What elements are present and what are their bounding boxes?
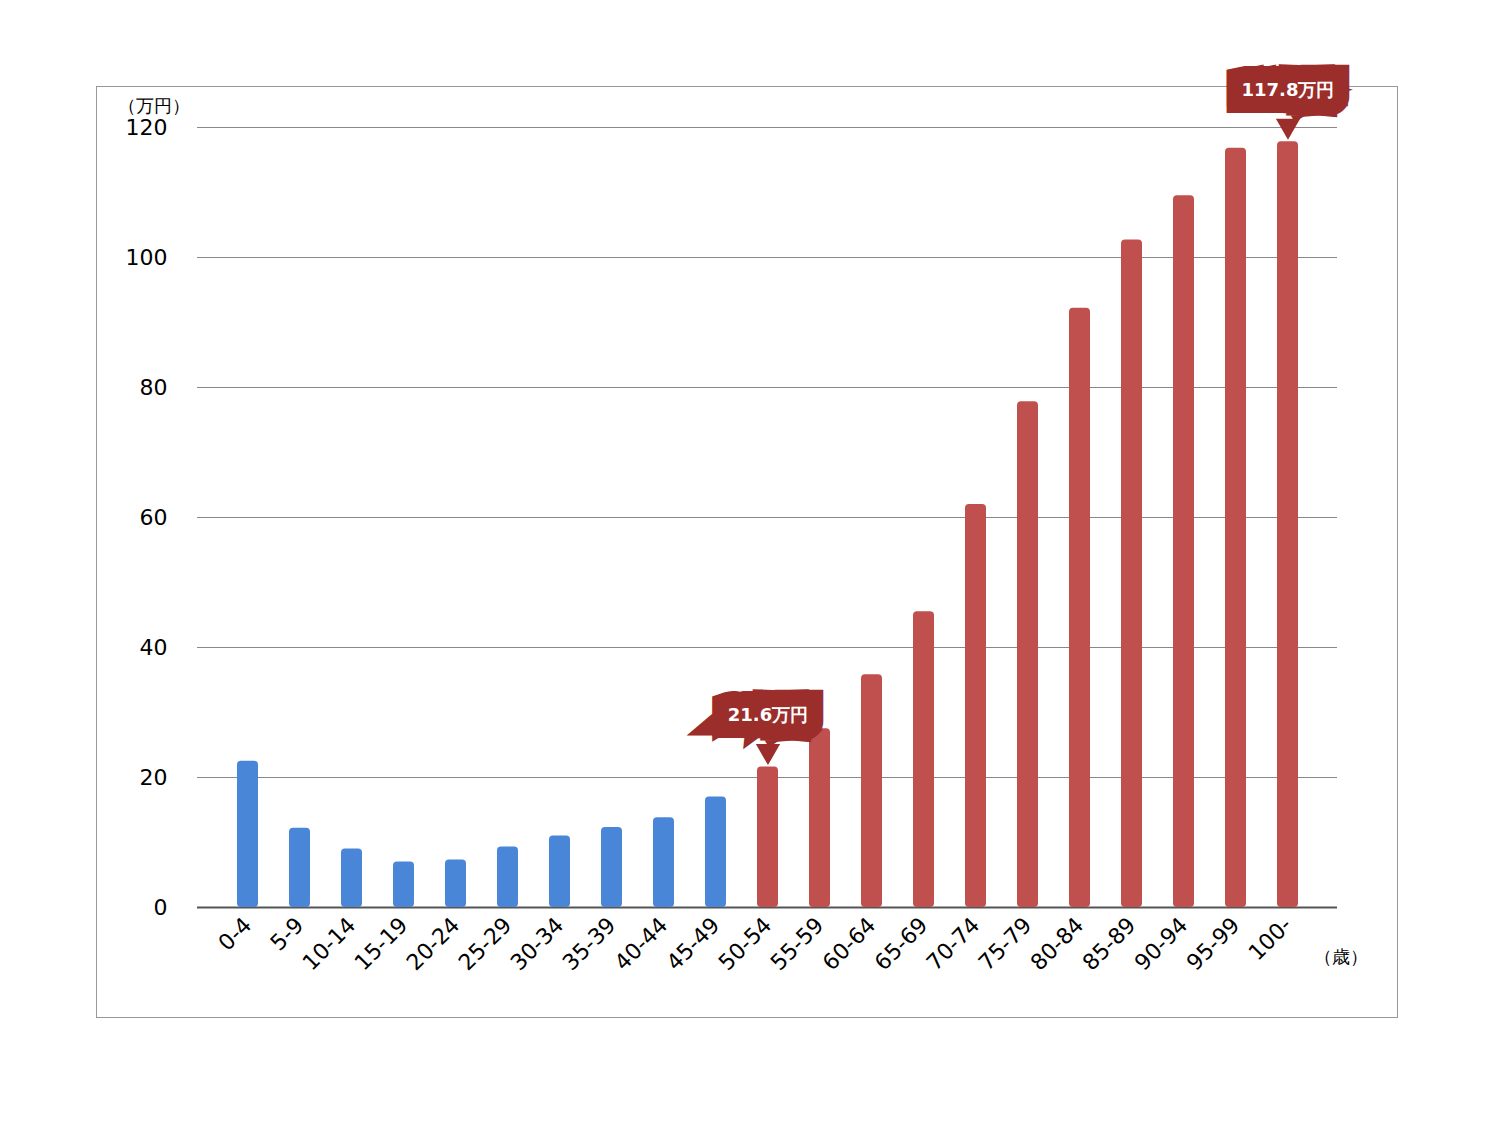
svg-text:20: 20 — [140, 765, 168, 790]
svg-text:75-79: 75-79 — [974, 912, 1037, 975]
svg-text:100-: 100- — [1244, 912, 1297, 965]
svg-text:40: 40 — [140, 635, 168, 660]
svg-text:95-99: 95-99 — [1182, 912, 1245, 975]
svg-text:15-19: 15-19 — [350, 912, 413, 975]
svg-text:50-54: 50-54 — [714, 912, 777, 975]
svg-text:65-69: 65-69 — [870, 912, 933, 975]
svg-text:21.6万円: 21.6万円 — [728, 704, 808, 725]
svg-text:10-14: 10-14 — [298, 912, 361, 975]
svg-text:90-94: 90-94 — [1130, 912, 1193, 975]
svg-text:5-9: 5-9 — [265, 912, 308, 955]
svg-text:117.8万円: 117.8万円 — [1242, 79, 1335, 100]
svg-text:60: 60 — [140, 505, 168, 530]
svg-text:（歳）: （歳） — [1314, 946, 1368, 967]
svg-text:100: 100 — [126, 245, 168, 270]
svg-text:35-39: 35-39 — [558, 912, 621, 975]
svg-text:20-24: 20-24 — [402, 912, 465, 975]
svg-text:（万円）: （万円） — [118, 95, 190, 116]
svg-text:60-64: 60-64 — [818, 912, 881, 975]
svg-text:30-34: 30-34 — [506, 912, 569, 975]
svg-text:0-4: 0-4 — [213, 912, 256, 955]
svg-text:0: 0 — [154, 895, 168, 920]
svg-text:25-29: 25-29 — [454, 912, 517, 975]
svg-text:40-44: 40-44 — [610, 912, 673, 975]
svg-text:85-89: 85-89 — [1078, 912, 1141, 975]
svg-text:70-74: 70-74 — [922, 912, 985, 975]
svg-text:80-84: 80-84 — [1026, 912, 1089, 975]
svg-text:45-49: 45-49 — [662, 912, 725, 975]
svg-text:55-59: 55-59 — [766, 912, 829, 975]
svg-text:80: 80 — [140, 375, 168, 400]
svg-text:120: 120 — [126, 115, 168, 140]
